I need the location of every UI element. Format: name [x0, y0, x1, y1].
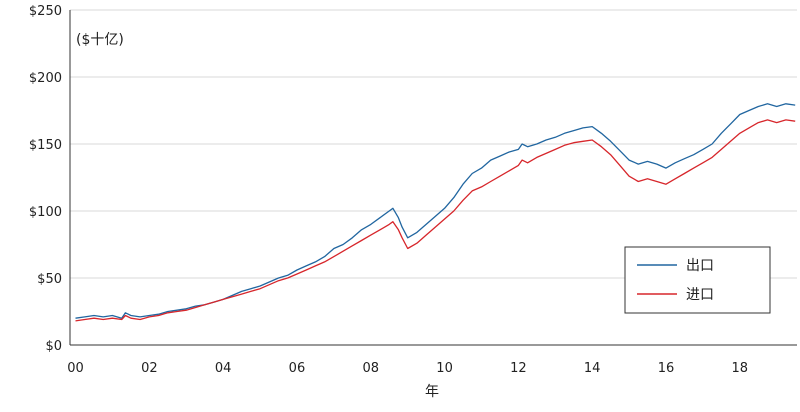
x-tick-label: 18 — [732, 361, 749, 376]
legend-box — [624, 246, 771, 314]
legend: 出口 进口 — [624, 246, 771, 314]
y-tick-label: $100 — [29, 205, 62, 220]
series-lines — [75, 103, 796, 322]
x-tick-label: 08 — [362, 361, 379, 376]
y-tick-label: $250 — [29, 4, 62, 19]
series-line-exports — [75, 103, 796, 319]
y-tick-label: $0 — [45, 339, 62, 354]
x-tick-label: 10 — [436, 361, 453, 376]
y-tick-label: $50 — [37, 272, 62, 287]
x-tick-label: 00 — [67, 361, 84, 376]
x-tick-label: 16 — [658, 361, 675, 376]
legend-label-imports: 进口 — [686, 287, 714, 303]
x-axis-title: 年 — [425, 384, 439, 400]
legend-label-exports: 出口 — [686, 258, 714, 274]
axes: $0 $50 $100 $150 $200 $250 00 02 04 06 08 10 12 14 16 1… — [29, 4, 797, 376]
x-tick-label: 06 — [289, 361, 306, 376]
y-tick-label: $150 — [29, 138, 62, 153]
x-tick-label: 12 — [510, 361, 527, 376]
unit-label: ($十亿) — [76, 32, 124, 48]
x-tick-label: 02 — [141, 361, 158, 376]
x-tick-label: 04 — [215, 361, 232, 376]
x-tick-label: 14 — [584, 361, 601, 376]
y-tick-label: $200 — [29, 71, 62, 86]
grid-lines — [70, 9, 797, 279]
series-line-imports — [75, 119, 796, 322]
